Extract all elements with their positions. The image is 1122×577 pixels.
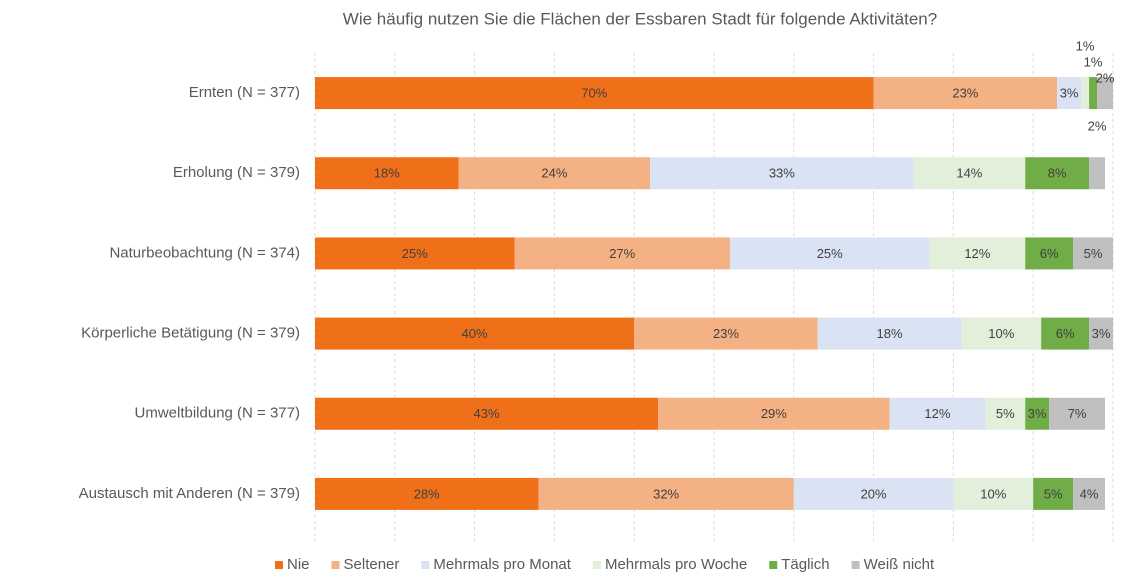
data-label: 12%: [964, 246, 990, 261]
bar-segment: [458, 157, 651, 190]
legend-marker: [275, 561, 283, 569]
data-label: 33%: [769, 166, 795, 181]
y-tick-label: Körperliche Betätigung (N = 379): [81, 325, 300, 342]
data-label: 18%: [877, 326, 903, 341]
data-label: 32%: [653, 486, 679, 501]
data-label: 1%: [1084, 55, 1103, 70]
bar-segment: [1097, 77, 1113, 110]
legend-label: Weiß nicht: [864, 556, 935, 573]
data-label: 10%: [988, 326, 1014, 341]
chart-title: Wie häufig nutzen Sie die Flächen der Es…: [343, 9, 937, 28]
bar-segment: [634, 317, 818, 350]
bar-segment: [1089, 77, 1098, 110]
bar-segment: [315, 397, 659, 430]
data-label: 5%: [1044, 486, 1063, 501]
data-label: 1%: [1076, 39, 1095, 54]
bar-segment: [315, 477, 539, 510]
data-label: 7%: [1068, 406, 1087, 421]
bar-segment: [315, 237, 515, 270]
data-label: 5%: [996, 406, 1015, 421]
bar-segment: [817, 317, 962, 350]
bar-segment: [961, 317, 1042, 350]
data-label: 20%: [861, 486, 887, 501]
bar-segment: [1089, 157, 1106, 190]
bar-segment: [1041, 317, 1090, 350]
data-label: 8%: [1048, 166, 1067, 181]
data-label: 25%: [402, 246, 428, 261]
legend-label: Seltener: [344, 556, 400, 573]
bar-segment: [315, 317, 635, 350]
bar-segment: [1081, 77, 1090, 110]
bar-segment: [650, 157, 914, 190]
legend-marker: [421, 561, 430, 569]
data-label: 12%: [924, 406, 950, 421]
data-label: 2%: [1088, 119, 1107, 134]
bar-segment: [1033, 477, 1074, 510]
data-label: 18%: [374, 166, 400, 181]
legend-label: Nie: [287, 556, 310, 573]
bar-segment: [913, 157, 1026, 190]
data-label: 25%: [817, 246, 843, 261]
bar-segment: [1025, 397, 1050, 430]
bar-segment: [1073, 477, 1106, 510]
legend-label: Mehrmals pro Woche: [605, 556, 747, 573]
bar-segment: [514, 237, 730, 270]
bar-segment: [953, 477, 1034, 510]
data-label: 23%: [952, 86, 978, 101]
data-label: 5%: [1084, 246, 1103, 261]
y-tick-label: Austausch mit Anderen (N = 379): [79, 485, 300, 502]
bar-segment: [1049, 397, 1106, 430]
bar-segment: [1057, 77, 1082, 110]
bar-segment: [315, 157, 459, 190]
y-tick-label: Umweltbildung (N = 377): [135, 405, 301, 422]
bar-segment: [1089, 317, 1113, 350]
data-label: 29%: [761, 406, 787, 421]
y-tick-label: Erholung (N = 379): [173, 164, 300, 181]
bar-segment: [1073, 237, 1113, 270]
bar-segment: [793, 477, 954, 510]
bar-segment: [1025, 237, 1074, 270]
data-label: 14%: [956, 166, 982, 181]
bar-segment: [985, 397, 1026, 430]
bar-segment: [929, 237, 1026, 270]
data-label: 3%: [1092, 326, 1111, 341]
legend-marker: [851, 561, 860, 569]
data-label: 23%: [713, 326, 739, 341]
y-tick-label: Naturbeobachtung (N = 374): [109, 244, 300, 261]
data-label: 10%: [980, 486, 1006, 501]
y-tick-label: Ernten (N = 377): [189, 84, 300, 101]
bar-segment: [873, 77, 1058, 110]
data-label: 70%: [581, 86, 607, 101]
data-label: 40%: [462, 326, 488, 341]
data-label: 28%: [414, 486, 440, 501]
data-label: 27%: [609, 246, 635, 261]
bar-segment: [315, 77, 874, 110]
data-label: 43%: [474, 406, 500, 421]
legend-marker: [769, 561, 778, 569]
bar-segment: [658, 397, 890, 430]
data-label: 2%: [1096, 71, 1115, 86]
data-label: 3%: [1028, 406, 1047, 421]
legend-marker: [592, 561, 601, 569]
bar-segment: [889, 397, 986, 430]
legend-label: Mehrmals pro Monat: [433, 556, 571, 573]
data-label: 6%: [1040, 246, 1059, 261]
data-label: 3%: [1060, 86, 1079, 101]
data-label: 4%: [1080, 486, 1099, 501]
bar-segment: [1025, 157, 1090, 190]
legend-label: Täglich: [781, 556, 829, 573]
data-label: 24%: [541, 166, 567, 181]
legend-marker: [331, 561, 340, 569]
data-label: 6%: [1056, 326, 1075, 341]
bar-segment: [729, 237, 930, 270]
bar-segment: [538, 477, 794, 510]
